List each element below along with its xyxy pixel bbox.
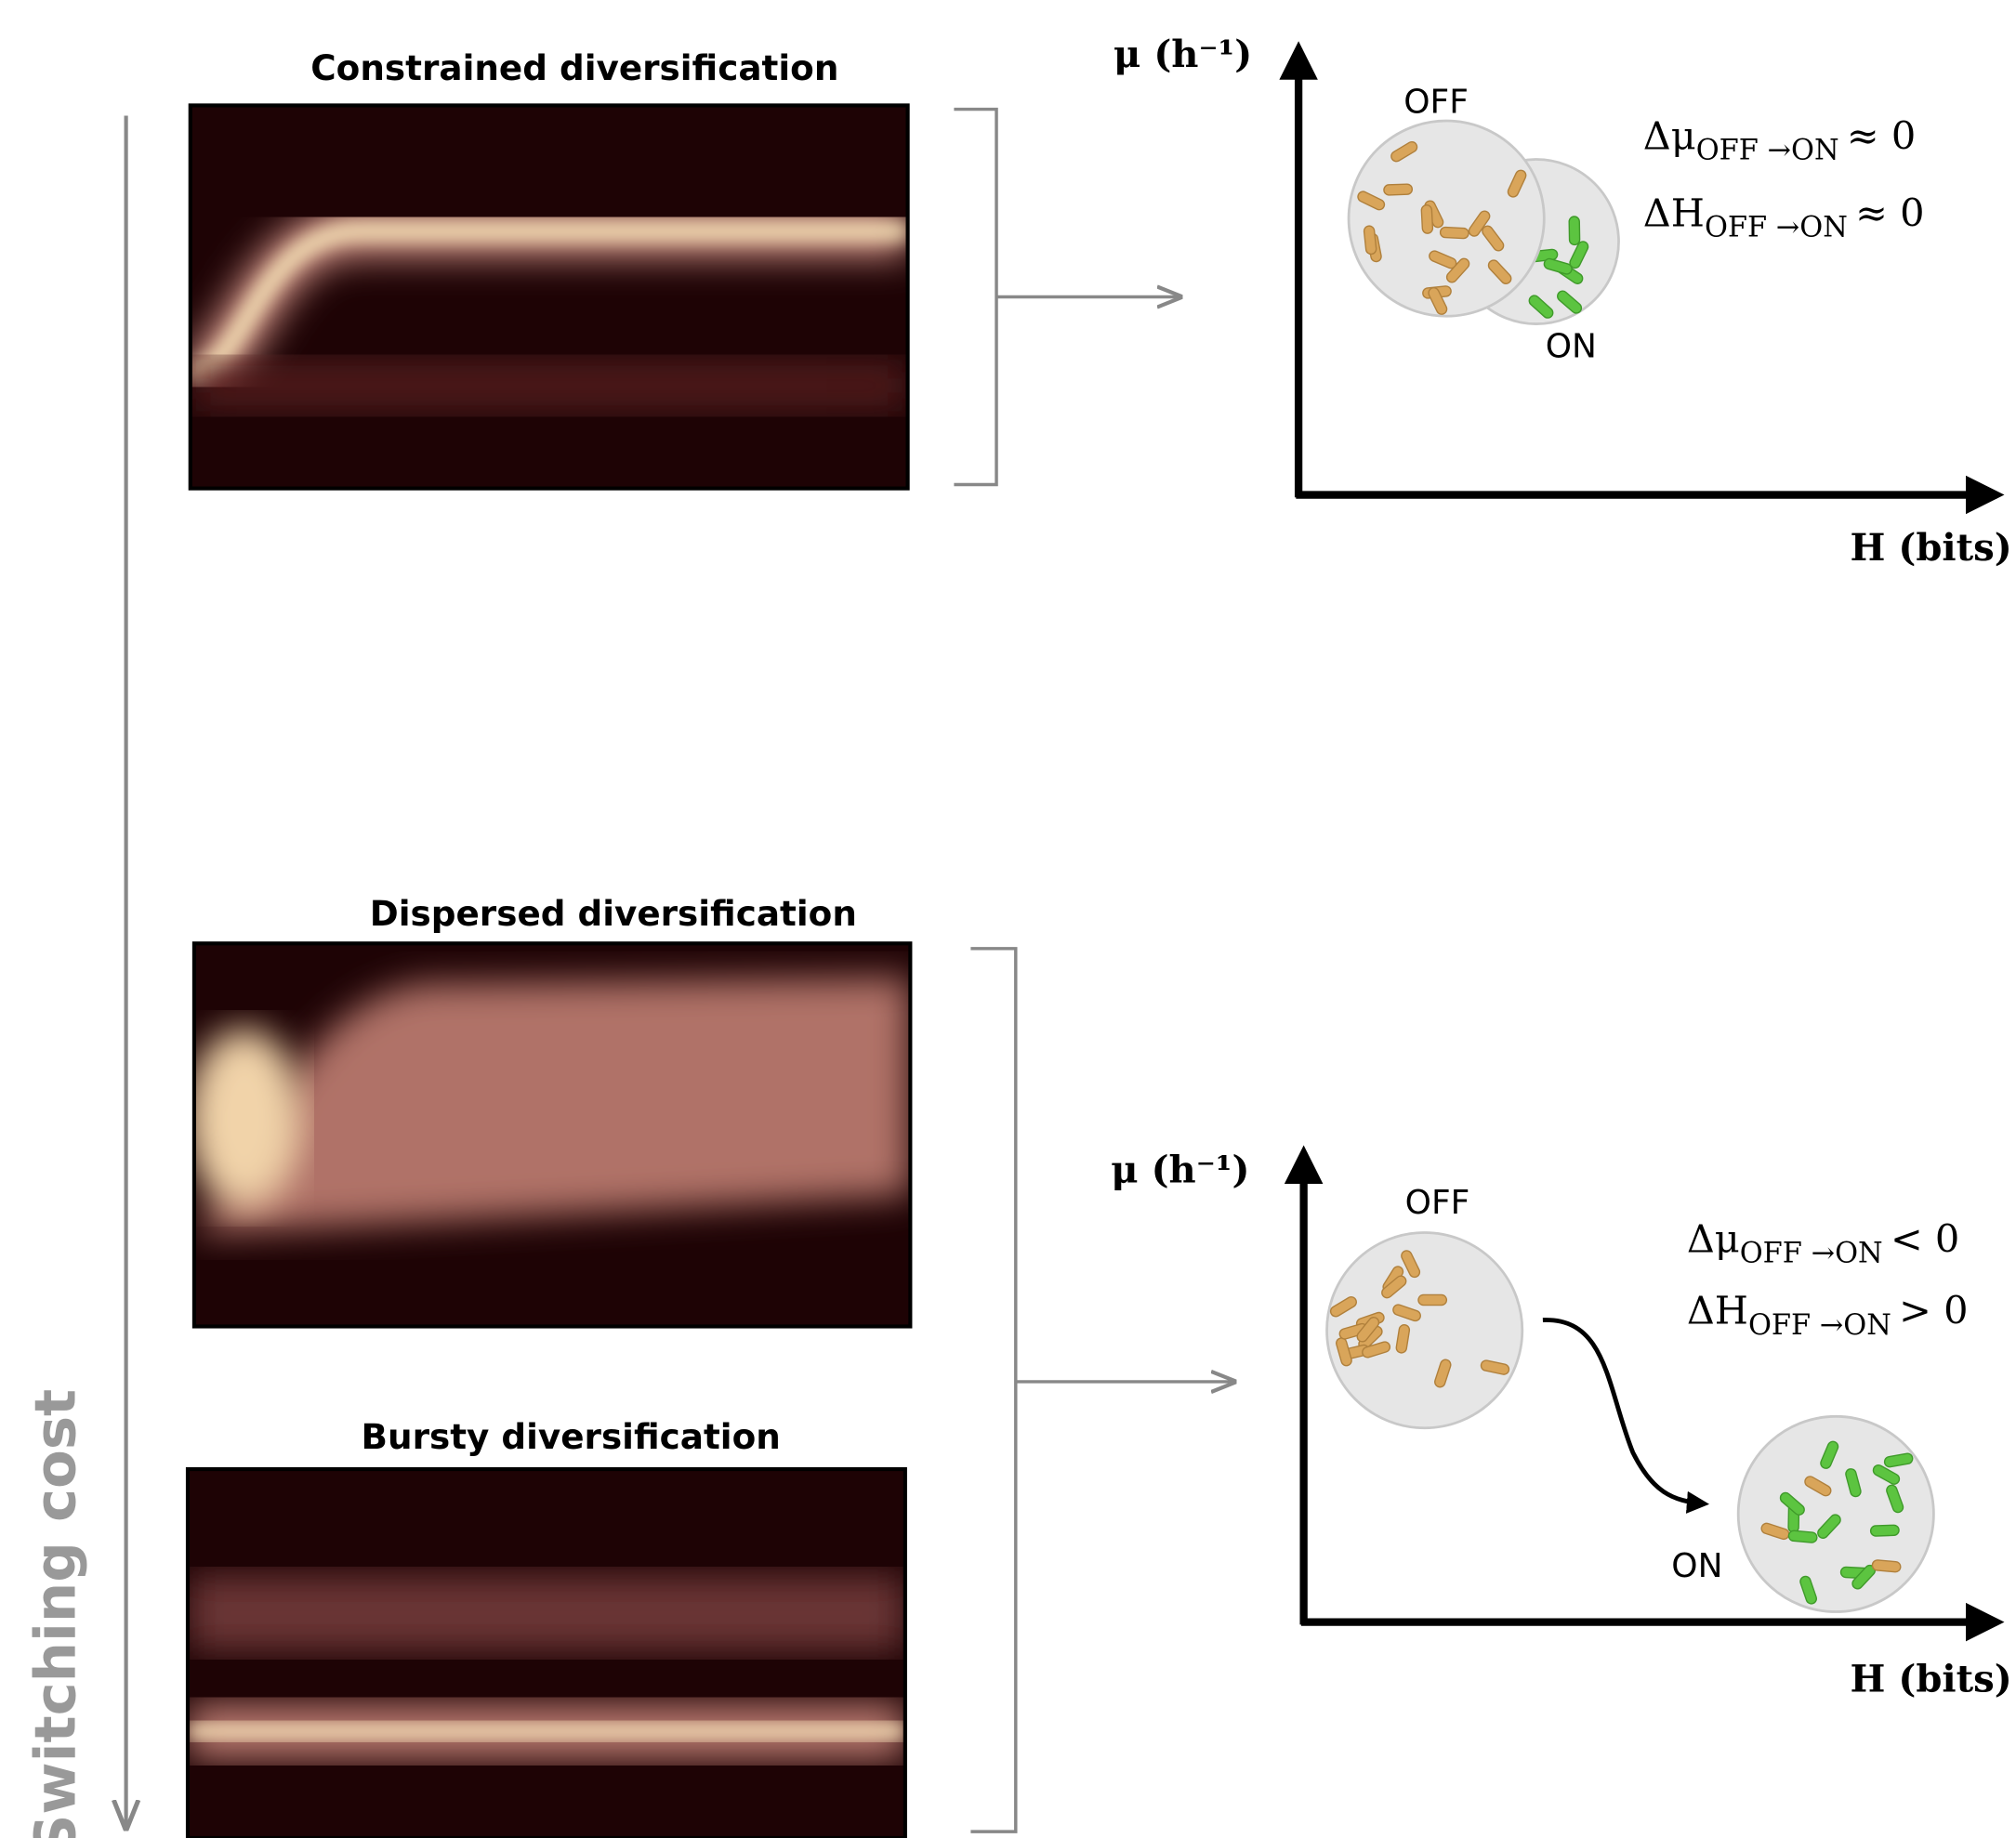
panel-title: Bursty diversification xyxy=(362,1416,781,1457)
equation: ΔHOFF →ON≈ 0 xyxy=(1643,190,1925,243)
equation: ΔμOFF →ON< 0 xyxy=(1687,1215,1959,1269)
off-label: OFF xyxy=(1405,1184,1470,1222)
on-label: ON xyxy=(1671,1547,1722,1585)
bracket xyxy=(954,110,996,485)
equation: ΔμOFF →ON≈ 0 xyxy=(1643,112,1916,166)
x-axis-label: H (bits) xyxy=(1851,526,2012,570)
cell xyxy=(1569,217,1580,245)
cell xyxy=(1788,1530,1817,1543)
cell xyxy=(1364,226,1377,255)
cell xyxy=(1418,1294,1446,1305)
side-label: Switching cost xyxy=(23,1389,88,1838)
schematic: μ (h⁻¹) H (bits) OFF ON ΔμOFF →ON≈ 0 ΔHO… xyxy=(1113,33,2012,570)
panel-title: Constrained diversification xyxy=(310,47,838,88)
schematic: μ (h⁻¹) H (bits) OFF ON ΔμOFF →ON< 0 ΔHO… xyxy=(1111,1149,2012,1701)
off-label: OFF xyxy=(1403,84,1469,122)
y-axis-label: μ (h⁻¹) xyxy=(1113,33,1252,76)
cell xyxy=(1872,1559,1901,1572)
cell xyxy=(1421,204,1433,233)
figure: Switching cost Constrained diversificati… xyxy=(0,0,2016,1838)
equation: ΔHOFF →ON> 0 xyxy=(1687,1288,1969,1342)
transition-arrow xyxy=(1543,1319,1705,1503)
cell xyxy=(1440,227,1469,239)
on-label: ON xyxy=(1546,328,1597,366)
panel-title: Dispersed diversification xyxy=(370,893,857,934)
x-axis-label: H (bits) xyxy=(1851,1657,2012,1700)
heatmap xyxy=(187,943,911,1326)
cell xyxy=(1870,1525,1899,1536)
cell xyxy=(1384,184,1413,195)
y-axis-label: μ (h⁻¹) xyxy=(1111,1149,1249,1192)
bracket xyxy=(970,949,1015,1831)
heatmap xyxy=(188,1469,905,1838)
heatmap xyxy=(191,105,908,488)
